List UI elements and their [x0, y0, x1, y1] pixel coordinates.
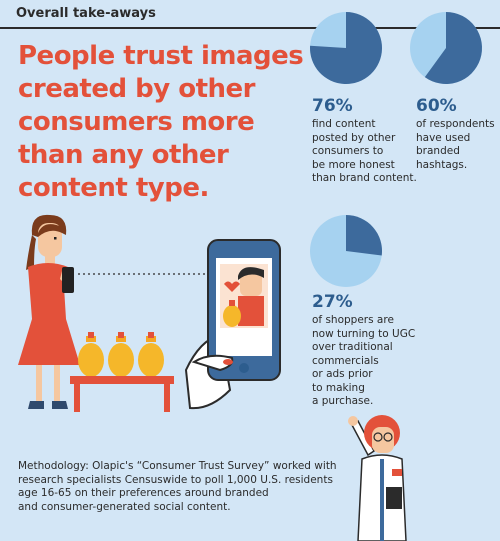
- stat-2-percent: 60%: [416, 96, 457, 116]
- stat-pie-3: [310, 215, 382, 287]
- methodology-note: Methodology: Olapic's “Consumer Trust Su…: [18, 460, 337, 513]
- stat-1-percent: 76%: [312, 96, 353, 116]
- stat-pie-1: [310, 12, 382, 84]
- product-table-illustration: [70, 332, 174, 412]
- stat-pie-2: [410, 12, 482, 84]
- headline: People trust images created by other con…: [18, 41, 304, 203]
- pie-2-slice: [424, 12, 482, 84]
- phone-in-hand-illustration: [184, 239, 281, 410]
- stat-1-text: find content posted by other consumers t…: [312, 118, 417, 184]
- woman-illustration: [18, 214, 80, 409]
- section-title: Overall take-aways: [16, 6, 156, 21]
- pie-3-slice: [346, 215, 382, 256]
- stat-3-text: of shoppers are now turning to UGC over …: [312, 314, 416, 407]
- stat-2-text: of respondents have used branded hashtag…: [416, 118, 495, 171]
- stat-3-percent: 27%: [312, 292, 353, 312]
- title-divider: [0, 27, 500, 29]
- sight-line: [78, 273, 218, 275]
- pie-1-slice: [310, 12, 382, 84]
- scientist-illustration: [348, 415, 407, 541]
